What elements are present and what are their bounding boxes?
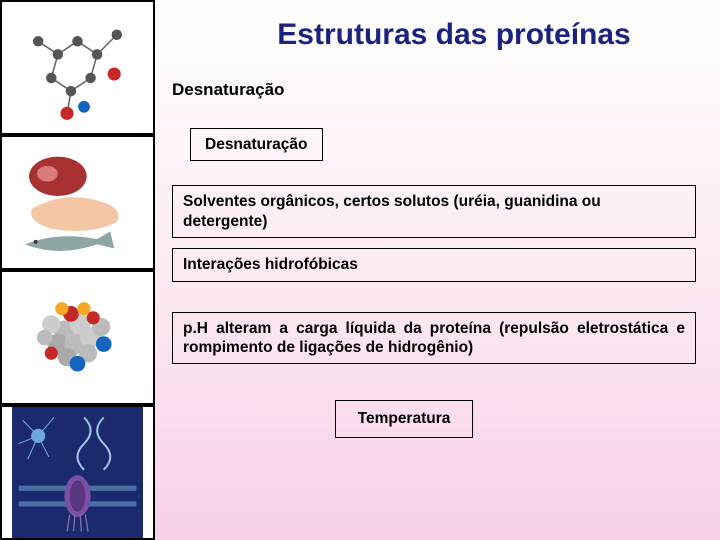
neuron-dna-membrane-thumb — [0, 405, 155, 540]
center-wrap: Temperatura — [172, 400, 696, 447]
box-interacoes: Interações hidrofóbicas — [172, 248, 696, 281]
box-desnaturacao: Desnaturação — [190, 128, 323, 161]
box-ph: p.H alteram a carga líquida da proteína … — [172, 312, 696, 365]
sidebar-thumbnails — [0, 0, 155, 540]
molecule-icon — [2, 2, 153, 133]
protein-3d-icon — [2, 272, 153, 403]
molecule-structure-thumb — [0, 0, 155, 135]
food-icon — [2, 137, 153, 268]
meat-fish-thumb — [0, 135, 155, 270]
slide-title: Estruturas das proteínas — [172, 18, 696, 52]
subheading: Desnaturação — [172, 80, 696, 100]
box-solventes: Solventes orgânicos, certos solutos (uré… — [172, 185, 696, 238]
box-temperatura: Temperatura — [335, 400, 474, 437]
main-content: Estruturas das proteínas Desnaturação De… — [160, 0, 720, 540]
cell-bio-icon — [2, 407, 153, 538]
protein-spacefill-thumb — [0, 270, 155, 405]
